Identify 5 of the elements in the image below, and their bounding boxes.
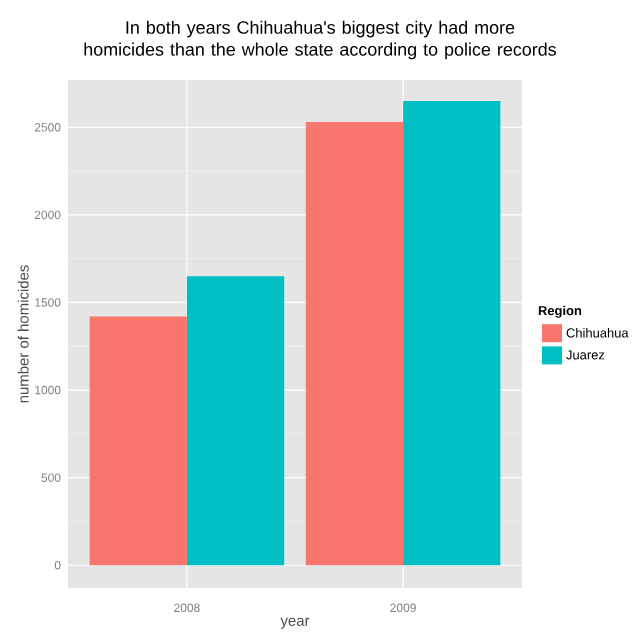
bar: [403, 101, 501, 566]
bar: [186, 276, 285, 566]
bar: [89, 316, 187, 566]
chart-title: In both years Chihuahua's biggest city had more homicides than the whole state according to police records: [84, 20, 556, 60]
bar: [305, 122, 404, 566]
